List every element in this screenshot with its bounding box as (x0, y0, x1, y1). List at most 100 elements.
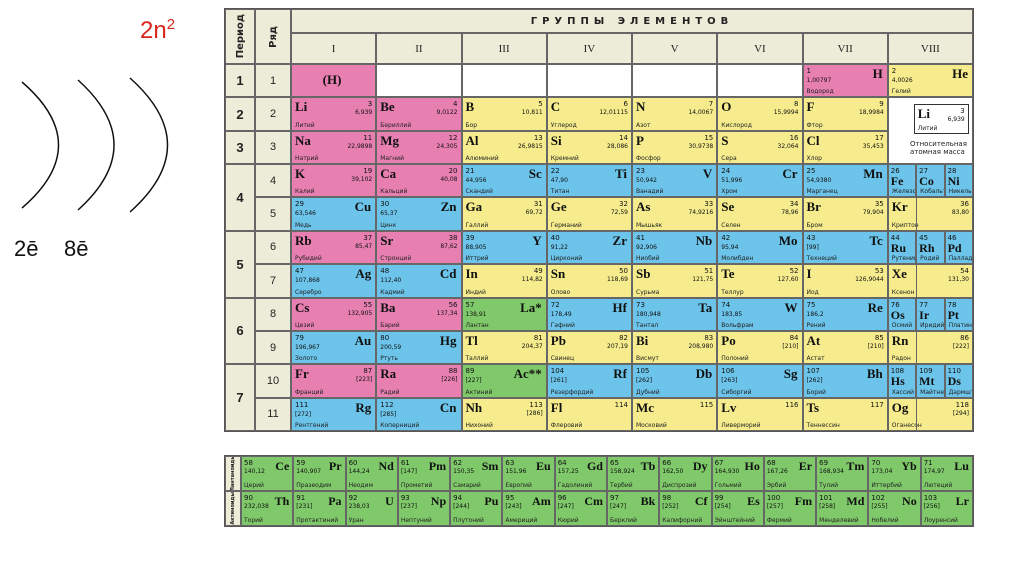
element-As[interactable]: As 33 74,9216 Мышьяк (632, 197, 718, 231)
element-Al[interactable]: Al 13 26,9815 Алюминий (461, 130, 547, 165)
element-Fm[interactable]: Fm 100 [257] Фермий (763, 491, 817, 526)
element-Pr[interactable]: Pr 59 140,907 Празеодим (293, 456, 346, 491)
element-Tb[interactable]: Tb 65 158,924 Тербий (607, 456, 660, 491)
element-Cd[interactable]: Cd 48 112,40 Кадмий (376, 264, 462, 298)
element-Rg[interactable]: Rg 111 [272] Рентгений (291, 397, 377, 431)
element-Yb[interactable]: Yb 70 173,04 Иттербий (868, 456, 921, 491)
element-Ga[interactable]: Ga 31 69,72 Галлий (461, 197, 547, 231)
element-Mo[interactable]: Mo 42 95,94 Молибден (717, 230, 803, 265)
element-Sm[interactable]: Sm 62 150,35 Самарий (450, 456, 503, 491)
element-Ge[interactable]: Ge 32 72,59 Германий (546, 197, 632, 231)
element-Pm[interactable]: Pm 61 [147] Прометий (397, 456, 451, 491)
element-Cf[interactable]: Cf 98 [252] Калифорний (659, 491, 712, 526)
element-Mn[interactable]: Mn 25 54,9380 Марганец (802, 164, 888, 198)
element-Ti[interactable]: Ti 22 47,90 Титан (546, 164, 632, 198)
element-S[interactable]: S 16 32,064 Сера (717, 130, 803, 165)
element-He[interactable]: He 2 4,0026 Гелий (887, 64, 973, 98)
element-Rb[interactable]: Rb 37 85,47 Рубидий (291, 230, 377, 265)
element-I[interactable]: I 53 126,9044 Иод (802, 264, 888, 298)
element-Cm[interactable]: Cm 96 [247] Кюрий (554, 491, 607, 526)
element-K[interactable]: K 19 39,102 Калий (291, 164, 377, 198)
element-Pu[interactable]: Pu 94 [244] Плутоний (450, 491, 503, 526)
element-Y[interactable]: Y 39 88,905 Иттрий (461, 230, 547, 265)
element-Er[interactable]: Er 68 167,26 Эрбий (763, 456, 817, 491)
element-Pb[interactable]: Pb 82 207,19 Свинец (546, 330, 632, 365)
element-Tm[interactable]: Tm 69 168,934 Тулий (816, 456, 869, 491)
element-Th[interactable]: Th 90 232,038 Торий (241, 491, 294, 526)
element-Ca[interactable]: Ca 20 40,08 Кальций (376, 164, 462, 198)
element-Sb[interactable]: Sb 51 121,75 Сурьма (632, 264, 718, 298)
element-Ra[interactable]: Ra 88 [226] Радий (376, 364, 462, 398)
element-Fl[interactable]: Fl 114 Флеровий (546, 397, 632, 431)
element-Ir[interactable]: Ir77192,2Иридий (916, 297, 945, 331)
element-Cs[interactable]: Cs 55 132,905 Цезий (291, 297, 377, 331)
element-Cn[interactable]: Cn 112 [285] Коперниций (376, 397, 462, 431)
element-Zn[interactable]: Zn 30 65,37 Цинк (376, 197, 462, 231)
element-Nd[interactable]: Nd 60 144,24 Неодим (345, 456, 398, 491)
element-Li[interactable]: Li 3 6,939 Литий (291, 97, 377, 131)
element-Cl[interactable]: Cl 17 35,453 Хлор (802, 130, 888, 165)
element-Gd[interactable]: Gd 64 157,25 Гадолиний (554, 456, 607, 491)
element-Na[interactable]: Na 11 22,9898 Натрий (291, 130, 377, 165)
element-Te[interactable]: Te 52 127,60 Теллур (717, 264, 803, 298)
element-Rf[interactable]: Rf 104 [261] Резерфордий (546, 364, 632, 398)
element-Br[interactable]: Br 35 79,904 Бром (802, 197, 888, 231)
element-Ts[interactable]: Ts 117 Теннессин (802, 397, 888, 431)
element-Co[interactable]: Co2758,9330Кобальт (916, 164, 945, 198)
element-Se[interactable]: Se 34 78,96 Селен (717, 197, 803, 231)
element-Mg[interactable]: Mg 12 24,305 Магний (376, 130, 462, 165)
element-Lv[interactable]: Lv 116 Ливерморий (717, 397, 803, 431)
element-Bh[interactable]: Bh 107 [262] Борий (802, 364, 888, 398)
element-Fe[interactable]: Fe2655,847Железо (887, 164, 917, 198)
element-Lu[interactable]: Lu 71 174,97 Лютеций (920, 456, 973, 491)
element-Ho[interactable]: Ho 67 164,930 Гольмий (711, 456, 764, 491)
element-Ta[interactable]: Ta 73 180,948 Тантал (632, 297, 718, 331)
element-B[interactable]: B 5 10,811 Бор (461, 97, 547, 131)
element-Cr[interactable]: Cr 24 51,996 Хром (717, 164, 803, 198)
element-Rh[interactable]: Rh45102,905Родий (916, 230, 945, 265)
element-Ru[interactable]: Ru44101,07Рутений (887, 230, 917, 265)
element-Sg[interactable]: Sg 106 [263] Сиборгий (717, 364, 803, 398)
element-Hf[interactable]: Hf 72 178,49 Гафний (546, 297, 632, 331)
element-Bi[interactable]: Bi 83 208,980 Висмут (632, 330, 718, 365)
element-Zr[interactable]: Zr 40 91,22 Цирконий (546, 230, 632, 265)
element-Re[interactable]: Re 75 186,2 Рений (802, 297, 888, 331)
element-Ag[interactable]: Ag 47 107,868 Серебро (291, 264, 377, 298)
element-V[interactable]: V 23 50,942 Ванадий (632, 164, 718, 198)
element-Sn[interactable]: Sn 50 118,69 Олово (546, 264, 632, 298)
element-Po[interactable]: Po 84 [210] Полоний (717, 330, 803, 365)
element-Db[interactable]: Db 105 [262] Дубний (632, 364, 718, 398)
element-Ce[interactable]: Ce 58 140,12 Церий (241, 456, 294, 491)
element-Sr[interactable]: Sr 38 87,62 Стронций (376, 230, 462, 265)
element-Am[interactable]: Am 95 [243] Америций (502, 491, 555, 526)
element-Rn[interactable]: Rn 86 [222] Радон (887, 330, 973, 365)
element-Au[interactable]: Au 79 196,967 Золото (291, 330, 377, 365)
element-Nh[interactable]: Nh 113 [286] Нихоний (461, 397, 547, 431)
element-Bk[interactable]: Bk 97 [247] Берклий (607, 491, 660, 526)
element-Tl[interactable]: Tl 81 204,37 Таллий (461, 330, 547, 365)
element-U[interactable]: U 92 238,03 Уран (345, 491, 398, 526)
element-Dy[interactable]: Dy 66 162,50 Диспрозий (659, 456, 712, 491)
element-La[interactable]: La* 57 138,91 Лантан (461, 297, 547, 331)
element-Os[interactable]: Os76190,2Осмий (887, 297, 917, 331)
element-Mc[interactable]: Mc 115 Московий (632, 397, 718, 431)
element-H[interactable]: H 1 1,00797 Водород (802, 64, 888, 98)
element-O[interactable]: O 8 15,9994 Кислород (717, 97, 803, 131)
element-Cu[interactable]: Cu 29 63,546 Медь (291, 197, 377, 231)
element-Es[interactable]: Es 99 [254] Эйнштейний (711, 491, 764, 526)
element-Sc[interactable]: Sc 21 44,956 Скандий (461, 164, 547, 198)
element-Md[interactable]: Md 101 [258] Менделевий (816, 491, 869, 526)
element-In[interactable]: In 49 114,82 Индий (461, 264, 547, 298)
element-Lr[interactable]: Lr 103 [256] Лоуренсий (920, 491, 973, 526)
element-F[interactable]: F 9 18,9984 Фтор (802, 97, 888, 131)
element-Eu[interactable]: Eu 63 151,96 Европий (502, 456, 555, 491)
element-Tc[interactable]: Tc 43 [99] Технеций (802, 230, 888, 265)
element-Ac[interactable]: Ac** 89 [227] Актиний (461, 364, 547, 398)
element-Np[interactable]: Np 93 [237] Нептуний (397, 491, 451, 526)
element-At[interactable]: At 85 [210] Астат (802, 330, 888, 365)
element-Pt[interactable]: Pt78195,09Платина (944, 297, 973, 331)
element-Pd[interactable]: Pd46106,4Палладий (944, 230, 973, 265)
